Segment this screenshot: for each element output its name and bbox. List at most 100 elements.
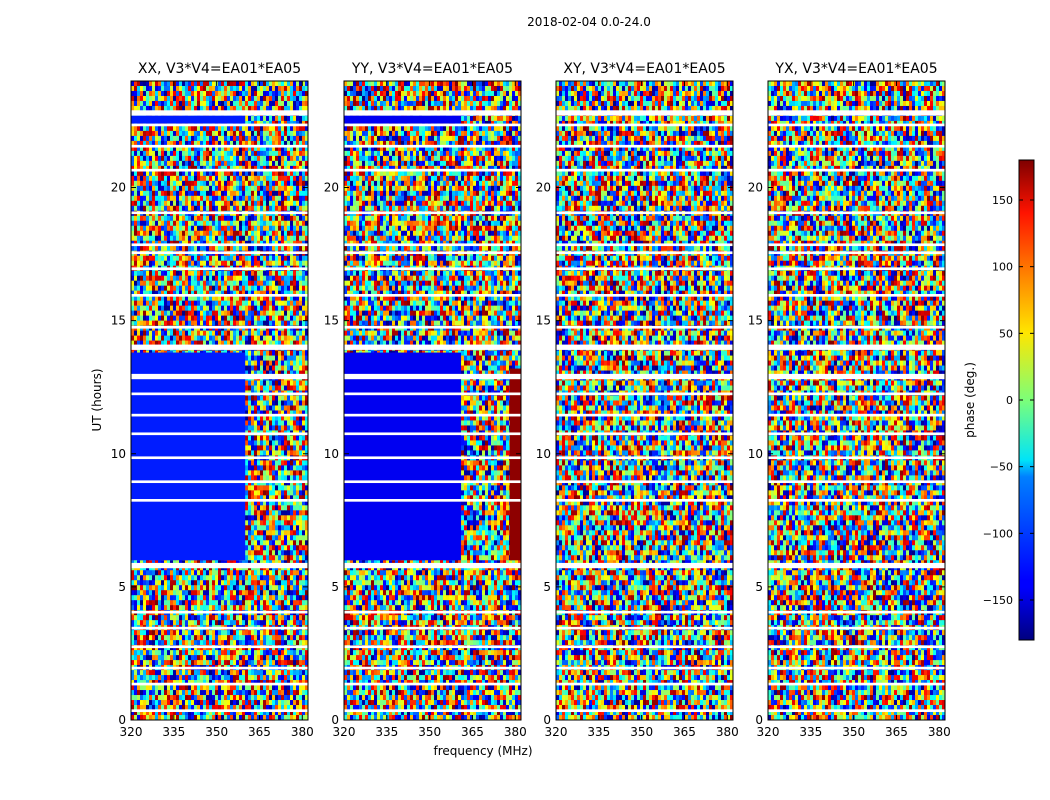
flagged-band <box>344 709 521 713</box>
flagged-band <box>556 267 733 271</box>
flagged-band <box>768 480 945 484</box>
y-tick-label: 5 <box>543 580 551 594</box>
flagged-band <box>131 267 308 271</box>
flagged-band <box>344 432 521 436</box>
flagged-band <box>344 413 521 417</box>
flagged-band <box>768 294 945 297</box>
flagged-band <box>768 168 945 172</box>
figure-suptitle: 2018-02-04 0.0-24.0 <box>527 15 651 29</box>
x-tick-label: 380 <box>504 725 527 739</box>
flagged-band <box>768 432 945 436</box>
flagged-band <box>131 392 308 396</box>
flagged-band <box>344 626 521 630</box>
flagged-band <box>344 144 521 148</box>
y-tick-label: 5 <box>755 580 763 594</box>
y-tick-label: 10 <box>536 447 551 461</box>
flagged-band <box>556 168 733 172</box>
y-tick-label: 15 <box>111 314 126 328</box>
y-tick-label: 0 <box>755 713 763 727</box>
x-tick-label: 350 <box>842 725 865 739</box>
flagged-band <box>344 211 521 215</box>
flagged-band <box>344 168 521 172</box>
colorbar-tick-label: −100 <box>983 527 1013 540</box>
panel-yy: YY, V3*V4=EA01*EA05 320 335 350 365 380 0 5 10 15… <box>324 61 527 739</box>
panel-frame <box>343 80 522 721</box>
x-tick-label: 320 <box>545 725 568 739</box>
flagged-band <box>344 251 521 255</box>
flagged-band <box>131 373 308 380</box>
flagged-band <box>131 144 308 148</box>
flagged-band <box>131 456 308 460</box>
flagged-band <box>344 666 521 670</box>
flagged-band <box>344 267 521 271</box>
flagged-band <box>768 456 945 460</box>
x-tick-label: 350 <box>205 725 228 739</box>
flagged-band <box>131 168 308 172</box>
flagged-band <box>556 373 733 380</box>
y-axis-label: UT (hours) <box>90 368 104 431</box>
flagged-band <box>131 413 308 417</box>
flagged-band <box>556 211 733 215</box>
flagged-band <box>556 294 733 297</box>
x-tick-label: 365 <box>673 725 696 739</box>
flagged-band <box>344 480 521 484</box>
flagged-band <box>131 562 308 569</box>
x-tick-label: 365 <box>248 725 271 739</box>
y-tick-label: 10 <box>111 447 126 461</box>
flagged-band <box>768 413 945 417</box>
phase-heatmap <box>768 81 946 721</box>
flagged-band <box>768 344 945 350</box>
flagged-band <box>768 123 945 127</box>
flagged-band <box>131 123 308 127</box>
panel-title: YY, V3*V4=EA01*EA05 <box>351 61 513 77</box>
flagged-band <box>131 682 308 686</box>
flagged-band <box>344 344 521 350</box>
flagged-band <box>131 110 308 116</box>
panel-frame <box>555 80 734 721</box>
flagged-band <box>768 144 945 148</box>
x-tick-label: 380 <box>291 725 314 739</box>
flagged-band <box>556 610 733 614</box>
colorbar-label: phase (deg.) <box>963 362 977 438</box>
flagged-band <box>344 562 521 569</box>
flagged-band <box>768 392 945 396</box>
x-tick-label: 335 <box>799 725 822 739</box>
flagged-band <box>768 211 945 215</box>
panel-frame <box>130 80 309 721</box>
colorbar-tick-label: 150 <box>992 194 1013 207</box>
colorbar: 150 100 50 0 −50 −100 −150 phase (deg.) <box>963 159 1035 641</box>
y-tick-label: 15 <box>324 314 339 328</box>
flagged-band <box>556 110 733 116</box>
panel-title: XX, V3*V4=EA01*EA05 <box>138 61 301 77</box>
x-tick-label: 320 <box>757 725 780 739</box>
panel-frame <box>767 80 946 721</box>
flagged-band <box>344 243 521 247</box>
x-tick-label: 335 <box>587 725 610 739</box>
x-tick-label: 365 <box>885 725 908 739</box>
panels: XX, V3*V4=EA01*EA05 320 335 350 365 380 0 5 10 15… <box>111 61 951 739</box>
flagged-band <box>556 251 733 255</box>
panel-xy: XY, V3*V4=EA01*EA05 320 335 350 365 380 0 5 10 15… <box>536 61 739 739</box>
flagged-band <box>131 294 308 297</box>
panel-xx: XX, V3*V4=EA01*EA05 320 335 350 365 380 0 5 10 15… <box>111 61 314 739</box>
x-tick-label: 335 <box>375 725 398 739</box>
flagged-band <box>344 294 521 297</box>
flagged-band <box>556 562 733 569</box>
colorbar-tick-label: −50 <box>990 461 1013 474</box>
flagged-band <box>556 626 733 630</box>
y-tick-label: 5 <box>331 580 339 594</box>
coherent-phase-block <box>131 115 246 124</box>
flagged-band <box>768 373 945 380</box>
flagged-band <box>131 243 308 247</box>
panel-title: XY, V3*V4=EA01*EA05 <box>563 61 725 77</box>
flagged-band <box>344 110 521 116</box>
flagged-band <box>768 626 945 630</box>
flagged-band <box>768 499 945 502</box>
flagged-band <box>344 645 521 649</box>
colorbar-tick-label: 0 <box>1006 394 1013 407</box>
flagged-band <box>344 682 521 686</box>
y-tick-label: 20 <box>536 181 551 195</box>
flagged-band <box>556 645 733 649</box>
flagged-band <box>556 325 733 329</box>
colorbar-tick-label: 50 <box>999 327 1013 340</box>
